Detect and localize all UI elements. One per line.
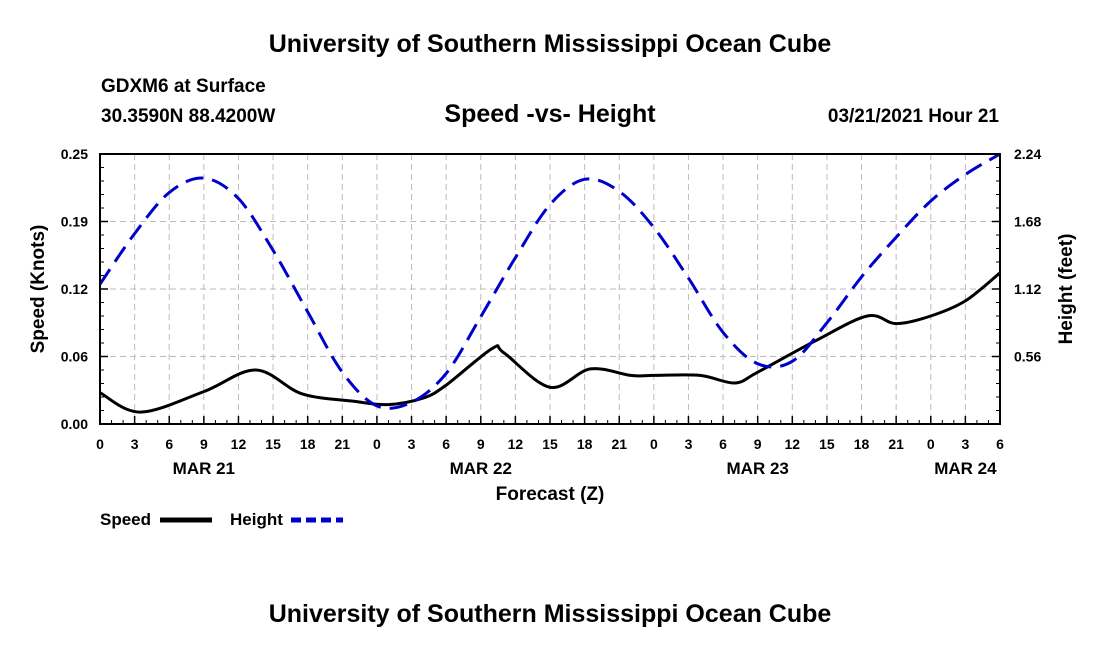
x-tick-label: 9 (477, 436, 485, 452)
legend: Speed Height (100, 510, 343, 529)
x-tick-label: 0 (927, 436, 935, 452)
y-tick-label: 0.25 (61, 146, 88, 162)
x-tick-label: 6 (996, 436, 1004, 452)
x-tick-label: 3 (961, 436, 969, 452)
x-tick-label: 12 (508, 436, 524, 452)
legend-label-speed: Speed (100, 510, 151, 529)
axis-layer: 0 3 6 9 12 15 18 21 0 3 6 9 12 15 18 21 0 3 6 9 12 15 18 21 0 3 6M… (61, 146, 1042, 478)
page-title: University of Southern Mississippi Ocean… (268, 30, 832, 58)
height-series-line (98, 152, 1001, 410)
x-tick-label: 18 (577, 436, 593, 452)
y-tick-label: 0.06 (61, 349, 88, 365)
y2-tick-label: 0.56 (1014, 349, 1041, 365)
date-label: MAR 21 (173, 459, 235, 478)
date-label: MAR 22 (450, 459, 512, 478)
x-tick-label: 18 (300, 436, 316, 452)
station-coords: 30.3590N 88.4200W (101, 106, 276, 127)
grid-layer (100, 154, 1000, 424)
x-tick-label: 0 (373, 436, 381, 452)
y2-tick-label: 2.24 (1014, 146, 1041, 162)
x-tick-label: 3 (131, 436, 139, 452)
x-tick-label: 21 (335, 436, 351, 452)
date-label: MAR 23 (727, 459, 789, 478)
y2-tick-label: 1.68 (1014, 214, 1041, 230)
y2-tick-label: 1.12 (1014, 281, 1041, 297)
forecast-datetime: 03/21/2021 Hour 21 (827, 106, 999, 127)
x-tick-label: 6 (442, 436, 450, 452)
x-tick-label: 6 (719, 436, 727, 452)
x-tick-label: 9 (754, 436, 762, 452)
date-label: MAR 24 (934, 459, 997, 478)
x-tick-label: 15 (542, 436, 558, 452)
y-tick-label: 0.19 (61, 214, 88, 230)
x-tick-label: 21 (888, 436, 904, 452)
x-tick-label: 15 (819, 436, 835, 452)
x-tick-label: 18 (854, 436, 870, 452)
y-tick-label: 0.12 (61, 281, 88, 297)
series-layer (98, 152, 1001, 414)
x-tick-label: 6 (165, 436, 173, 452)
legend-label-height: Height (230, 510, 283, 529)
footer-title: University of Southern Mississippi Ocean… (268, 600, 832, 628)
y-axis-label: Speed (Knots) (28, 225, 49, 354)
x-tick-label: 12 (231, 436, 247, 452)
x-tick-label: 3 (408, 436, 416, 452)
y-tick-label: 0.00 (61, 416, 88, 432)
x-axis-label: Forecast (Z) (496, 484, 605, 505)
x-tick-label: 0 (96, 436, 104, 452)
y2-axis-label: Height (feet) (1056, 234, 1077, 345)
station-label: GDXM6 at Surface (101, 76, 266, 97)
x-tick-label: 9 (200, 436, 208, 452)
x-tick-label: 3 (685, 436, 693, 452)
chart-title: Speed -vs- Height (444, 100, 656, 128)
speed-series-line (99, 271, 1001, 414)
x-tick-label: 0 (650, 436, 658, 452)
x-tick-label: 15 (265, 436, 281, 452)
x-tick-label: 12 (785, 436, 801, 452)
x-tick-label: 21 (611, 436, 627, 452)
